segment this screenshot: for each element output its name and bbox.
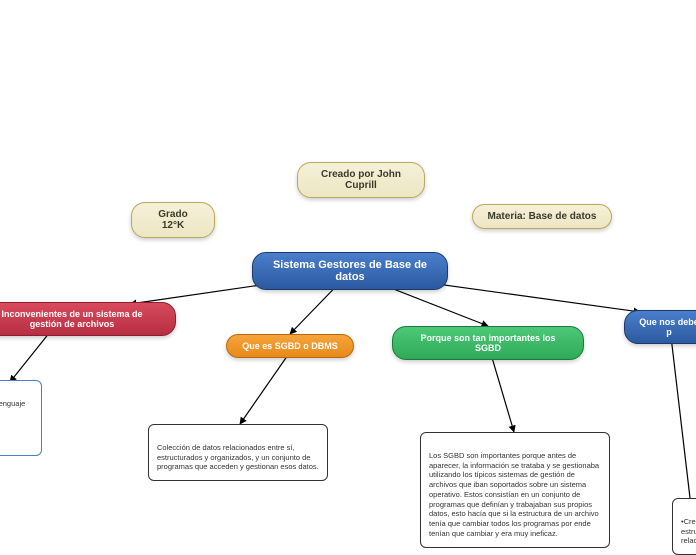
branch-importantes: Porque son tan importantes los SGBD <box>392 326 584 360</box>
permitir-label: Que nos debe p <box>639 317 696 337</box>
branch-inconvenientes: Inconvenientes de un sistema de gestión … <box>0 302 176 336</box>
textbox-crear: •Cre estru relac <box>672 498 696 555</box>
textbox-coleccion: Colección de datos relacionados entre sí… <box>148 424 328 481</box>
textbox-coleccion-text: Colección de datos relacionados entre sí… <box>157 443 319 472</box>
inconvenientes-label: Inconvenientes de un sistema de gestión … <box>1 309 142 329</box>
que-es-label: Que es SGBD o DBMS <box>242 341 338 351</box>
creator-label: Creado por John Cuprill <box>312 169 410 191</box>
subject-label: Materia: Base de datos <box>488 211 597 222</box>
branch-permitir: Que nos debe p <box>624 310 696 344</box>
grade-node: Grado 12°K <box>131 202 215 238</box>
grade-label: Grado 12°K <box>146 209 200 231</box>
textbox-importantes: Los SGBD son importantes porque antes de… <box>420 432 610 548</box>
branch-que-es: Que es SGBD o DBMS <box>226 334 354 358</box>
creator-node: Creado por John Cuprill <box>297 162 425 198</box>
root-node: Sistema Gestores de Base de datos <box>252 252 448 290</box>
subject-node: Materia: Base de datos <box>472 204 612 229</box>
importantes-label: Porque son tan importantes los SGBD <box>407 333 569 353</box>
textbox-importantes-text: Los SGBD son importantes porque antes de… <box>429 451 599 538</box>
textbox-crear-text: •Cre estru relac <box>681 517 696 546</box>
textbox-lenguaje-text: el lenguaje <box>0 399 25 408</box>
textbox-lenguaje: el lenguaje <box>0 380 42 456</box>
root-label: Sistema Gestores de Base de datos <box>267 259 433 283</box>
